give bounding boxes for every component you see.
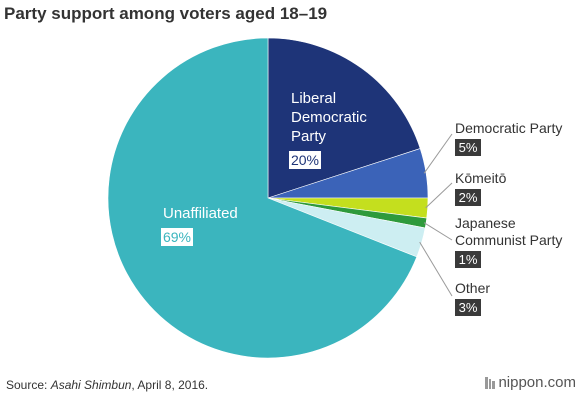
value-box-japanese-communist-party <box>455 251 481 268</box>
source-note: Source: Asahi Shimbun, April 8, 2016. <box>6 378 208 392</box>
leader-japanese-communist-party <box>423 222 453 241</box>
leader-other <box>419 241 453 297</box>
source-prefix: Source: <box>6 378 51 392</box>
slice-labels: Liberal Democratic Party 20% Democratic Part… <box>161 90 562 316</box>
label-japanese-communist-party-line-1: Japanese <box>455 215 516 231</box>
value-japanese-communist-party: 1% <box>459 252 478 267</box>
value-liberal-democratic-party: 20% <box>291 152 319 168</box>
source-suffix: , April 8, 2016. <box>131 378 209 392</box>
value-komeito: 2% <box>459 190 478 205</box>
leader-komeito <box>425 182 453 209</box>
slice-unaffiliated <box>107 37 418 359</box>
value-box-komeito <box>455 189 481 206</box>
label-japanese-communist-party-line-2: Communist Party <box>455 232 562 248</box>
label-democratic-party: Democratic Party <box>455 120 562 136</box>
value-box-liberal-democratic-party <box>289 151 321 169</box>
brand-mark-icon <box>485 376 496 389</box>
label-unaffiliated: Unaffiliated <box>163 205 238 222</box>
value-unaffiliated: 69% <box>163 229 191 245</box>
brand-logo: nippon.com <box>485 374 576 391</box>
leader-lines <box>419 133 453 297</box>
source-publication: Asahi Shimbun <box>50 378 132 392</box>
label-komeito: Kōmeitō <box>455 170 507 186</box>
leader-democratic-party <box>423 133 453 174</box>
value-box-democratic-party <box>455 139 481 156</box>
label-liberal-democratic-party-line-2: Democratic <box>291 109 367 126</box>
label-other: Other <box>455 280 490 296</box>
label-liberal-democratic-party-line-1: Liberal <box>291 90 336 107</box>
value-democratic-party: 5% <box>459 140 478 155</box>
chart-title: Party support among voters aged 18–19 <box>4 4 328 23</box>
value-box-unaffiliated <box>161 228 193 246</box>
brand-name: nippon.com <box>498 374 576 391</box>
value-box-other <box>455 299 481 316</box>
label-liberal-democratic-party-line-3: Party <box>291 128 327 145</box>
value-other: 3% <box>459 300 478 315</box>
pie-slices <box>107 37 429 359</box>
